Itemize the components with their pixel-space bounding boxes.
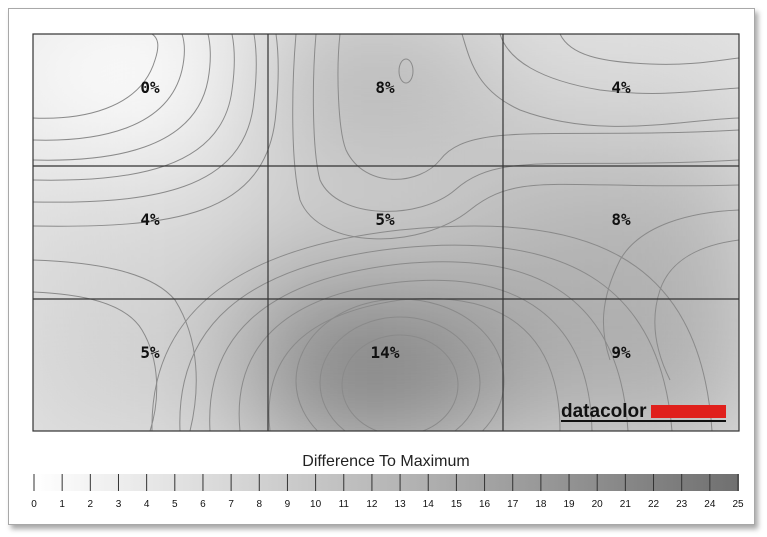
logo-accent-bar xyxy=(651,405,726,418)
scale-tick-label: 14 xyxy=(423,499,435,510)
cell-label: 9% xyxy=(611,343,631,362)
scale-tick-label: 12 xyxy=(366,499,378,510)
scale-tick-label: 0 xyxy=(31,499,37,510)
scale-tick-label: 11 xyxy=(339,499,350,510)
scale-tick-label: 9 xyxy=(285,499,291,510)
datacolor-logo: datacolor xyxy=(561,401,726,422)
scale-tick-label: 16 xyxy=(479,499,491,510)
scale-tick-label: 2 xyxy=(88,499,94,510)
cell-label: 14% xyxy=(371,343,400,362)
scale-tick-label: 24 xyxy=(704,499,716,510)
logo-text: datacolor xyxy=(561,401,647,422)
scale-ticks: 0 1 2 3 4 5 6 7 8 9 10 11 12 13 14 15 16 17 18 19 20 21 22 23 24… xyxy=(31,474,744,510)
scale-tick-label: 4 xyxy=(144,499,150,510)
cell-label: 4% xyxy=(140,210,160,229)
scale-tick-label: 3 xyxy=(116,499,122,510)
color-scale: 0 1 2 3 4 5 6 7 8 9 10 11 12 13 14 15 16 17 18 19 20 21 22 23 24… xyxy=(31,474,744,510)
cell-label: 5% xyxy=(375,210,395,229)
scale-tick-label: 6 xyxy=(200,499,206,510)
scale-gradient-bar xyxy=(33,474,739,491)
cell-label: 4% xyxy=(611,78,631,97)
scale-tick-label: 13 xyxy=(395,499,407,510)
plot-border xyxy=(32,33,740,432)
scale-tick-label: 5 xyxy=(172,499,178,510)
scale-tick-label: 23 xyxy=(676,499,688,510)
cell-label: 8% xyxy=(611,210,631,229)
cell-label: 0% xyxy=(140,78,160,97)
scale-tick-label: 1 xyxy=(59,499,65,510)
cell-label: 5% xyxy=(140,343,160,362)
scale-tick-label: 17 xyxy=(507,499,519,510)
scale-tick-label: 15 xyxy=(451,499,463,510)
heat-cell xyxy=(248,278,524,431)
grid-lines xyxy=(33,34,739,431)
scale-tick-label: 7 xyxy=(228,499,234,510)
heatmap-plot: 0% 8% 4% 4% 5% 8% 5% 14% 9% datacolor xyxy=(32,33,740,432)
scale-title: Difference To Maximum xyxy=(302,453,469,470)
scale-tick-label: 18 xyxy=(535,499,547,510)
logo-underline xyxy=(561,420,726,422)
scale-tick-label: 22 xyxy=(648,499,660,510)
scale-tick-label: 20 xyxy=(592,499,604,510)
heat-cell xyxy=(483,278,739,431)
scale-tick-label: 8 xyxy=(256,499,262,510)
scale-tick-label: 19 xyxy=(563,499,575,510)
heat-cell xyxy=(33,278,289,431)
scale-tick-label: 21 xyxy=(620,499,632,510)
cell-label: 8% xyxy=(375,78,395,97)
scale-tick-label: 25 xyxy=(732,499,744,510)
scale-tick-label: 10 xyxy=(310,499,322,510)
